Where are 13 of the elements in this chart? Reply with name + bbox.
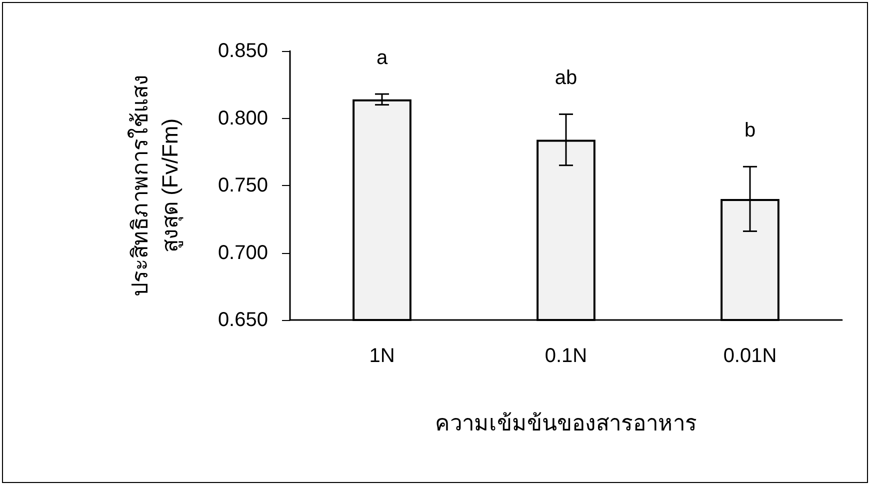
annotation: a: [376, 47, 388, 70]
y-tick-label: 0.750: [218, 174, 268, 196]
y-tick-label: 0.850: [218, 40, 268, 62]
y-tick-label: 0.700: [218, 242, 268, 264]
x-tick-label: 1N: [369, 345, 395, 367]
annotation: ab: [554, 67, 578, 90]
y-tick-label: 0.650: [218, 309, 268, 331]
x-axis-title: ความเข้มข้นของสารอาหาร: [435, 410, 697, 436]
y-tick-label: 0.800: [218, 107, 268, 130]
annotation: b: [744, 120, 756, 142]
y-axis-title: ประสิทธิภาพการใช้แสง สูงสุด (Fv/Fm): [128, 74, 184, 296]
x-tick-label: 0.01N: [723, 345, 777, 367]
x-tick-label: 0.1N: [544, 345, 588, 367]
